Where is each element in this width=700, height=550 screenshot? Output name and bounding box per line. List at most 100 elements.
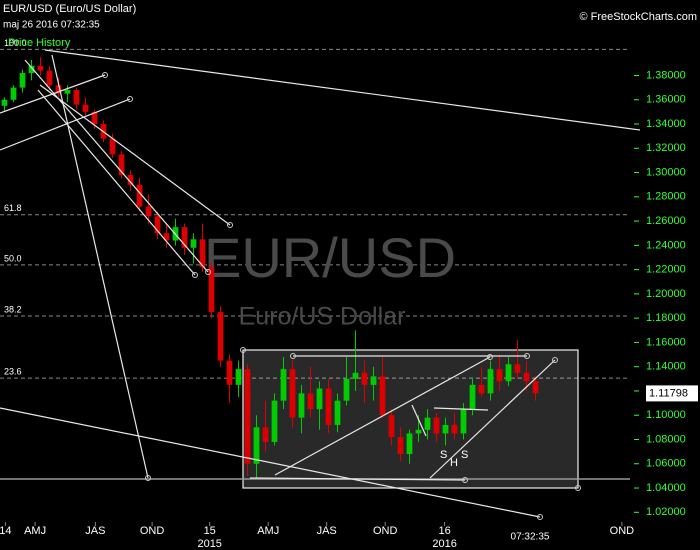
pattern-label: H <box>450 457 458 469</box>
candle-body <box>379 376 386 416</box>
candle-body <box>496 369 503 382</box>
candle-body <box>253 427 260 464</box>
candle-body <box>19 73 26 88</box>
candle-body <box>226 360 233 385</box>
trend-line <box>411 404 427 437</box>
y-tick-label: 1.34000 <box>646 118 686 130</box>
candle-body <box>46 70 53 86</box>
candle-body <box>460 409 467 434</box>
candle-body <box>163 233 170 241</box>
candle-body <box>118 154 125 175</box>
candle-body <box>334 400 341 425</box>
x-tick-label: OND <box>140 525 165 537</box>
anchor-point <box>462 477 468 483</box>
candle-body <box>469 384 476 410</box>
credit: © FreeStockCharts.com <box>579 11 697 23</box>
candle-body <box>370 376 377 385</box>
candle-body <box>424 417 431 430</box>
trend-line <box>0 98 131 151</box>
pattern-label: S <box>440 449 447 461</box>
fib-label: 100.0 <box>4 38 27 48</box>
x-tick-label: JAS <box>317 525 337 537</box>
candle-body <box>523 372 530 382</box>
anchor-point <box>524 353 530 359</box>
anchor-point <box>575 485 581 491</box>
last-price-box <box>646 385 698 402</box>
chart-title: EUR/USD (Euro/US Dollar) <box>3 3 136 15</box>
trend-line <box>44 49 641 131</box>
y-tick-label: 1.20000 <box>646 288 686 300</box>
candle-body <box>442 424 449 434</box>
watermark-subtitle: Euro/US Dollar <box>239 303 406 331</box>
trend-line <box>429 359 556 479</box>
anchor-point <box>205 269 211 275</box>
candle-body <box>352 372 359 379</box>
x-tick-label: 15 <box>204 525 216 537</box>
y-tick-label: 1.10000 <box>646 409 686 421</box>
candle-body <box>280 369 287 401</box>
grid-layer: 100.0 61.8 50.0 38.2 23.6 <box>0 38 630 379</box>
candle-body <box>451 424 458 434</box>
anchor-point <box>487 354 493 360</box>
y-tick-label: 1.16000 <box>646 336 686 348</box>
candle-body <box>478 384 485 394</box>
candle-body <box>217 312 224 361</box>
last-price-label: 1.11798 <box>649 387 688 399</box>
y-tick-label: 1.14000 <box>646 361 686 373</box>
legend-entry[interactable]: Price History <box>8 37 71 49</box>
fib-label: 38.2 <box>4 304 22 314</box>
candle-body <box>307 393 314 410</box>
y-tick-label: 1.26000 <box>646 215 686 227</box>
time-label: 07:32:35 <box>511 532 550 543</box>
x-tick-label: 16 <box>438 525 450 537</box>
x-tick-label: OND <box>610 525 635 537</box>
candle-body <box>199 239 206 268</box>
candle-body <box>415 429 422 434</box>
anchor-point <box>192 272 198 278</box>
candle-body <box>73 90 80 105</box>
trend-line <box>0 407 541 518</box>
range-box <box>242 349 579 489</box>
fib-label: 50.0 <box>4 253 22 263</box>
anchor-point <box>102 72 108 78</box>
trend-line <box>274 356 491 476</box>
y-tick-label: 1.08000 <box>646 433 686 445</box>
watermark: EUR/USD <box>204 226 456 289</box>
candle-body <box>433 417 440 434</box>
fib-label: 61.8 <box>4 203 22 213</box>
anchor-point <box>537 514 543 520</box>
anchor-point <box>145 475 151 481</box>
trend-line <box>39 84 231 226</box>
candle-body <box>91 111 98 125</box>
candle-body <box>388 415 395 438</box>
candle-body <box>37 65 44 71</box>
year-label: 2015 <box>197 538 221 550</box>
candle-body <box>82 104 89 112</box>
anchor-point <box>227 222 233 228</box>
y-tick-label: 1.18000 <box>646 312 686 324</box>
candle-body <box>190 239 197 248</box>
y-tick-label: 1.32000 <box>646 142 686 154</box>
candle-body <box>271 400 278 442</box>
drawing-tools <box>0 49 641 520</box>
candle-body <box>244 369 251 464</box>
x-tick-label: AMJ <box>257 525 279 537</box>
x-tick-label: 14 <box>0 525 12 537</box>
candle-body <box>514 364 521 373</box>
candle-body <box>262 427 269 442</box>
candles <box>1 57 539 479</box>
candle-body <box>55 85 62 94</box>
candle-body <box>235 369 242 385</box>
y-tick-label: 1.02000 <box>646 506 686 518</box>
timestamp: maj 26 2016 07:32:35 <box>3 20 100 31</box>
candle-body <box>1 99 8 106</box>
trend-line <box>37 89 196 276</box>
candle-body <box>397 437 404 455</box>
candle-body <box>145 206 152 217</box>
trend-line <box>433 407 489 411</box>
anchor-point <box>552 357 558 363</box>
y-tick-label: 1.06000 <box>646 458 686 470</box>
x-tick-label: AMJ <box>24 525 46 537</box>
